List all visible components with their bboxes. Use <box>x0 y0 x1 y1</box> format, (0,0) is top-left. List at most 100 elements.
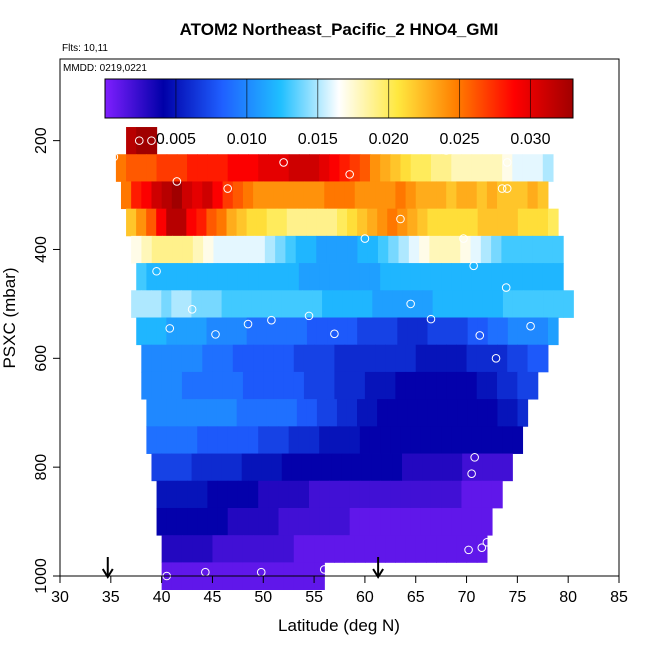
heatmap-cell <box>430 426 442 454</box>
heatmap-cell <box>517 317 529 346</box>
heatmap-cell <box>480 235 492 264</box>
heatmap-cell <box>151 290 162 318</box>
heatmap-cell <box>507 399 519 427</box>
heatmap-cell <box>337 317 348 346</box>
heatmap-cell <box>385 181 396 210</box>
heatmap-cell <box>192 181 203 210</box>
heatmap-cell <box>268 263 280 291</box>
heatmap-cell <box>430 263 442 291</box>
heatmap-cell <box>457 317 469 346</box>
heatmap-cell <box>357 399 368 427</box>
heatmap-cell <box>415 344 427 373</box>
heatmap-cell <box>233 235 245 264</box>
heatmap-cell <box>481 507 493 536</box>
heatmap-cell <box>176 263 188 291</box>
heatmap-cell <box>161 181 173 210</box>
heatmap-cell <box>264 235 276 264</box>
flight-arrows <box>101 557 384 579</box>
heatmap-cell <box>237 480 249 509</box>
heatmap-cell <box>237 507 249 536</box>
heatmap-cell <box>481 426 493 454</box>
heatmap-cell <box>359 480 371 509</box>
colorbar-tick-label: 0.005 <box>156 131 196 148</box>
heatmap-cell <box>381 453 393 482</box>
heatmap-cell <box>202 344 214 373</box>
heatmap-cell <box>339 480 351 509</box>
heatmap-cell <box>298 426 310 454</box>
heatmap-cell <box>161 371 173 400</box>
heatmap-cell <box>461 480 473 509</box>
heatmap-cell <box>248 480 259 509</box>
heatmap-cell <box>316 235 328 264</box>
heatmap-cell <box>563 290 574 318</box>
heatmap-cell <box>278 154 290 182</box>
heatmap-cell <box>226 317 238 346</box>
heatmap-cell <box>466 371 478 400</box>
heatmap-cell <box>466 344 478 373</box>
heatmap-cell <box>471 154 483 182</box>
heatmap-cell <box>207 154 219 182</box>
heatmap-cell <box>197 480 208 509</box>
heatmap-cell <box>533 290 544 318</box>
heatmap-cell <box>441 507 452 536</box>
heatmap-cell <box>221 453 233 482</box>
heatmap-cell <box>497 181 508 210</box>
heatmap-cell <box>283 344 295 373</box>
heatmap-cell <box>482 453 493 482</box>
heatmap-cell <box>462 453 473 482</box>
heatmap-cell <box>377 208 388 237</box>
heatmap-cell <box>319 263 330 291</box>
heatmap-cell <box>246 208 258 237</box>
heatmap-cell <box>273 181 285 210</box>
heatmap-cell <box>492 453 503 482</box>
heatmap-cell <box>367 208 378 237</box>
heatmap-cell <box>242 535 254 563</box>
heatmap-cell <box>253 181 264 210</box>
heatmap-cell <box>244 235 256 264</box>
heatmap-cell <box>187 426 198 454</box>
heatmap-cell <box>263 535 275 563</box>
x-tick-label: 35 <box>102 589 120 606</box>
heatmap-cell <box>248 263 259 291</box>
heatmap-cell <box>467 399 478 427</box>
observation-point <box>502 158 512 167</box>
heatmap-cell <box>331 453 343 482</box>
heatmap-cell <box>507 344 518 373</box>
heatmap-cell <box>476 371 488 400</box>
observation-point <box>152 266 161 276</box>
heatmap-cell <box>481 263 493 291</box>
heatmap-cell <box>288 480 300 509</box>
heatmap-cell <box>278 480 290 509</box>
heatmap-cell <box>273 371 285 400</box>
heatmap-cell <box>278 263 290 291</box>
heatmap-cell <box>288 426 300 454</box>
heatmap-cell <box>456 181 468 210</box>
heatmap-cell <box>216 399 228 427</box>
heatmap-cell <box>512 426 524 454</box>
heatmap-cell <box>166 154 178 182</box>
heatmap-cell <box>380 426 391 454</box>
heatmap-cell <box>336 235 348 264</box>
y-tick-label: 200 <box>33 127 50 154</box>
heatmap-cell <box>347 317 358 346</box>
heatmap-cell <box>349 507 361 536</box>
heatmap-cell <box>236 317 248 346</box>
heatmap-cell <box>502 290 514 318</box>
heatmap-cell <box>293 371 305 400</box>
heatmap-cell <box>268 426 280 454</box>
heatmap-cell <box>291 290 303 318</box>
heatmap-cell <box>217 426 229 454</box>
colorbar-gradient <box>104 78 574 119</box>
heatmap-cell <box>392 453 403 482</box>
observation-point <box>501 283 511 292</box>
heatmap-cell <box>457 208 469 237</box>
heatmap-cell <box>364 535 376 563</box>
heatmap-cell <box>171 344 183 373</box>
heatmap-cell <box>407 399 418 427</box>
colorbar-tick-label: 0.015 <box>298 131 338 148</box>
heatmap-cell <box>251 453 263 482</box>
heatmap-cell <box>258 263 269 291</box>
heatmap-cell <box>136 127 147 155</box>
plot-area: MMDD: 0219,0221 <box>59 58 620 591</box>
heatmap-cell <box>314 181 325 210</box>
